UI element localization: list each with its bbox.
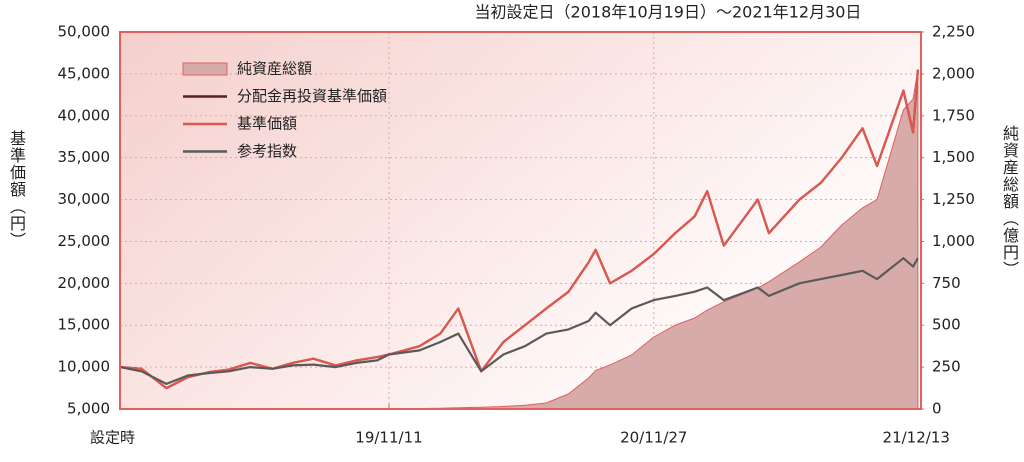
y-tick-label: 25,000 <box>58 232 111 250</box>
y2-tick-label: 1,250 <box>932 190 975 208</box>
y2-tick-label: 1,750 <box>932 106 975 124</box>
legend-label: 参考指数 <box>237 142 297 160</box>
y-tick-label: 20,000 <box>58 274 111 292</box>
y-tick-label: 15,000 <box>58 316 111 334</box>
legend-swatch <box>182 62 228 76</box>
y2-tick-label: 500 <box>932 316 961 334</box>
chart-title: 当初設定日（2018年10月19日）～2021年12月30日 <box>475 3 862 22</box>
line <box>119 69 919 390</box>
y2-tick-label: 0 <box>932 400 942 418</box>
y2-tick-label: 2,000 <box>932 64 975 82</box>
y2-tick-label: 1,000 <box>932 232 975 250</box>
x-tick-label: 設定時 <box>90 429 135 447</box>
y-tick-label: 35,000 <box>58 148 111 166</box>
line <box>119 257 919 385</box>
y2-tick-label: 750 <box>932 274 961 292</box>
y-tick-label: 40,000 <box>58 106 111 124</box>
x-tick-label: 21/12/13 <box>883 429 950 447</box>
y2-axis-title: 純資産総額（億円） <box>1000 125 1019 278</box>
legend-label: 分配金再投資基準価額 <box>237 87 387 105</box>
y-tick-label: 30,000 <box>58 190 111 208</box>
x-tick-label: 19/11/11 <box>355 429 422 447</box>
y-tick-label: 5,000 <box>67 400 110 418</box>
y-tick-label: 45,000 <box>58 64 111 82</box>
plot-border <box>119 31 922 410</box>
y2-tick-label: 1,500 <box>932 148 975 166</box>
legend-label: 純資産総額 <box>237 60 312 78</box>
x-tick-label: 20/11/27 <box>620 429 687 447</box>
y2-tick-label: 250 <box>932 358 961 376</box>
legend-label: 基準価額 <box>237 115 297 133</box>
y2-tick-label: 2,250 <box>932 23 975 41</box>
y-tick-label: 50,000 <box>58 23 111 41</box>
y-tick-label: 10,000 <box>58 358 111 376</box>
y-axis-title: 基準価額（円） <box>7 130 26 249</box>
